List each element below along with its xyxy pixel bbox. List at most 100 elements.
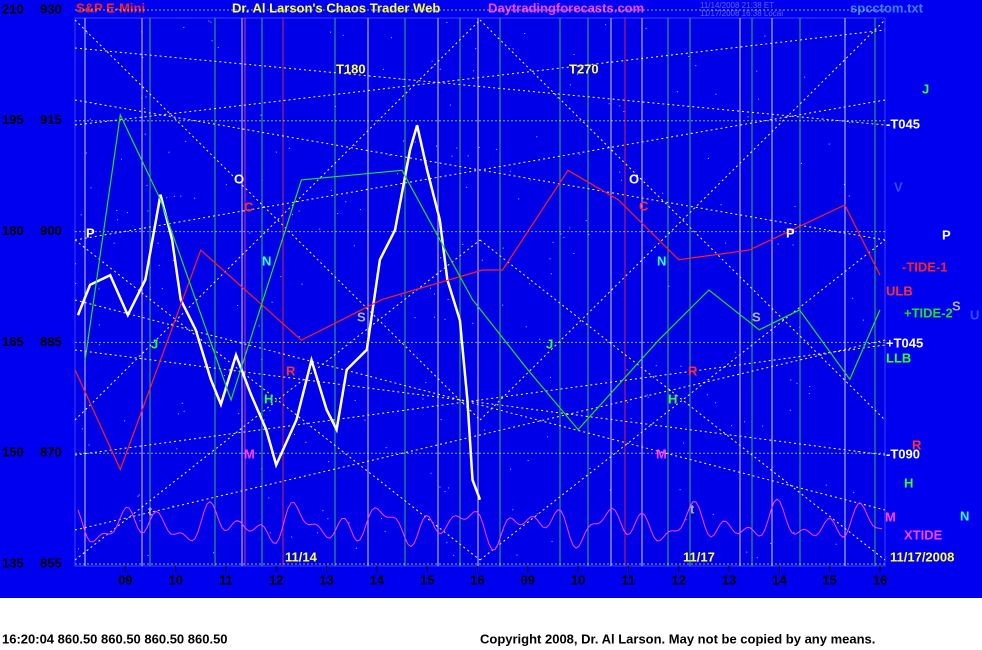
star: [825, 484, 827, 486]
date-label: 11/14: [285, 549, 318, 564]
star: [275, 151, 277, 153]
star: [462, 243, 464, 245]
star: [627, 401, 629, 403]
y2-tick-label: 210: [2, 1, 24, 16]
y-tick-label: 885: [40, 334, 62, 349]
star: [431, 60, 433, 62]
flux-line: [74, 29, 886, 126]
star: [512, 48, 514, 50]
star: [208, 20, 210, 22]
star: [364, 419, 366, 421]
star: [178, 413, 180, 415]
star: [382, 68, 384, 70]
star: [390, 37, 392, 39]
file-name: spcctom.txt: [850, 0, 924, 15]
star: [145, 96, 147, 98]
star: [381, 518, 382, 520]
star: [271, 301, 273, 303]
annotation: J: [546, 336, 553, 351]
star: [434, 293, 435, 295]
star: [647, 396, 649, 398]
star: [433, 316, 435, 318]
series-line: [84, 112, 881, 431]
star: [619, 171, 621, 173]
x-tick-label: 10: [168, 572, 182, 587]
star: [313, 559, 315, 561]
flux-line: [479, 239, 886, 561]
star: [435, 145, 437, 147]
title-left: S&P E-Mini: [76, 0, 145, 15]
star: [608, 103, 610, 105]
star: [430, 472, 432, 474]
y-tick-label: 900: [40, 223, 62, 238]
star: [173, 195, 175, 197]
star: [211, 40, 213, 42]
star: [563, 236, 565, 238]
annotation: +T045: [886, 335, 923, 350]
plot-area: [74, 17, 886, 567]
annotation: S: [357, 309, 366, 324]
annotation: O: [234, 171, 244, 186]
star: [573, 53, 575, 55]
star: [291, 536, 293, 538]
star: [789, 409, 791, 411]
star: [98, 288, 100, 290]
star: [319, 228, 321, 230]
x-tick-label: 11: [622, 572, 636, 587]
star: [280, 276, 282, 278]
star: [210, 21, 212, 23]
star: [440, 257, 442, 259]
star: [258, 325, 260, 327]
star: [440, 418, 442, 420]
star: [138, 494, 140, 496]
star: [685, 519, 687, 521]
star: [580, 66, 582, 68]
star: [679, 489, 681, 491]
star: [715, 402, 717, 404]
star: [466, 186, 468, 188]
date-label: 11/17/2008: [890, 549, 954, 564]
star: [142, 56, 144, 58]
star: [172, 505, 174, 507]
star: [512, 509, 514, 511]
star: [478, 399, 480, 401]
star: [185, 140, 187, 142]
star: [260, 114, 262, 116]
flux-line: [74, 349, 886, 456]
annotation: R: [286, 363, 296, 378]
star: [268, 497, 270, 499]
x-tick-label: 11: [219, 572, 233, 587]
annotation: M: [885, 509, 896, 524]
flux-line: [74, 239, 481, 561]
star: [354, 400, 356, 402]
annotation: S: [952, 298, 961, 313]
star: [607, 61, 609, 63]
star: [355, 547, 357, 549]
star: [747, 116, 749, 118]
star: [223, 375, 225, 377]
star: [453, 554, 455, 556]
star: [449, 104, 451, 106]
star: [549, 258, 551, 260]
star: [293, 433, 295, 435]
decoration: [74, 18, 886, 566]
annotation: V: [894, 179, 903, 194]
star: [510, 468, 512, 470]
annotation: ULB: [886, 283, 913, 298]
oscillator: [77, 498, 883, 551]
star: [439, 486, 441, 488]
star: [414, 141, 416, 143]
site: Daytradingforecasts.com: [488, 0, 644, 15]
annotation: H: [668, 391, 677, 406]
star: [81, 428, 83, 430]
star: [143, 108, 145, 110]
star: [126, 212, 128, 214]
star: [98, 324, 100, 326]
star: [88, 444, 90, 446]
y2-tick-label: 195: [2, 112, 24, 127]
star: [124, 420, 126, 422]
star: [695, 65, 697, 67]
star: [475, 48, 477, 50]
star: [447, 298, 449, 300]
